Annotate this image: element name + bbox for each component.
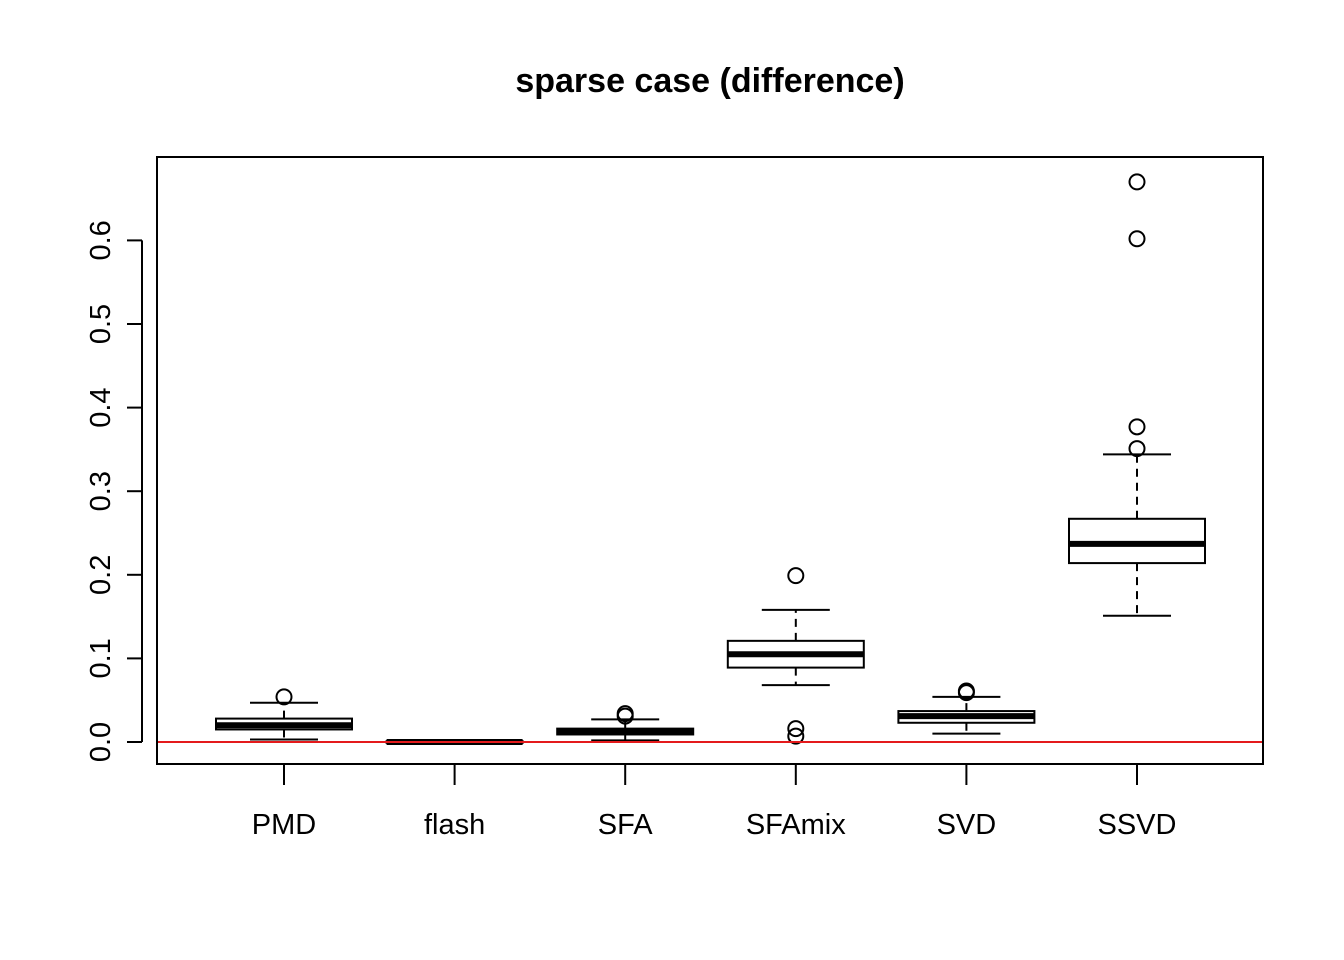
x-tick-label: SVD	[937, 809, 997, 841]
outlier-point	[1128, 440, 1146, 458]
outlier-point	[957, 682, 975, 700]
outlier-point	[1128, 173, 1146, 191]
y-tick-label: 0.0	[85, 722, 117, 762]
x-axis: PMD flash SFA SFAmix SVD SSVD	[252, 764, 1177, 841]
box-svd	[897, 682, 1036, 735]
x-tick-label: SFA	[598, 809, 653, 841]
box-sfa	[556, 705, 695, 742]
y-tick-label: 0.6	[85, 220, 117, 260]
outlier-point	[787, 567, 805, 585]
plot-content	[157, 173, 1263, 745]
y-axis: 0.0 0.1 0.2 0.3 0.4 0.5 0.6	[85, 220, 143, 762]
outlier-point	[275, 688, 293, 706]
outlier-point	[616, 705, 634, 723]
box-ssvd	[1068, 173, 1206, 617]
plot-frame	[156, 156, 1264, 765]
box-sfamix	[726, 567, 865, 745]
y-tick-label: 0.2	[85, 555, 117, 595]
x-tick-label: SFAmix	[746, 809, 846, 841]
y-tick-label: 0.4	[85, 387, 117, 427]
box-pmd	[215, 688, 353, 741]
x-tick-label: flash	[424, 809, 485, 841]
outlier-point	[1128, 230, 1146, 248]
outlier-point	[1128, 418, 1146, 436]
outlier-point	[787, 727, 805, 745]
outlier-point	[787, 720, 805, 738]
chart-title: sparse case (difference)	[515, 62, 904, 100]
y-tick-label: 0.1	[85, 638, 117, 678]
y-tick-label: 0.5	[85, 304, 117, 344]
y-tick-label: 0.3	[85, 471, 117, 511]
x-tick-label: SSVD	[1098, 809, 1177, 841]
x-tick-label: PMD	[252, 809, 316, 841]
